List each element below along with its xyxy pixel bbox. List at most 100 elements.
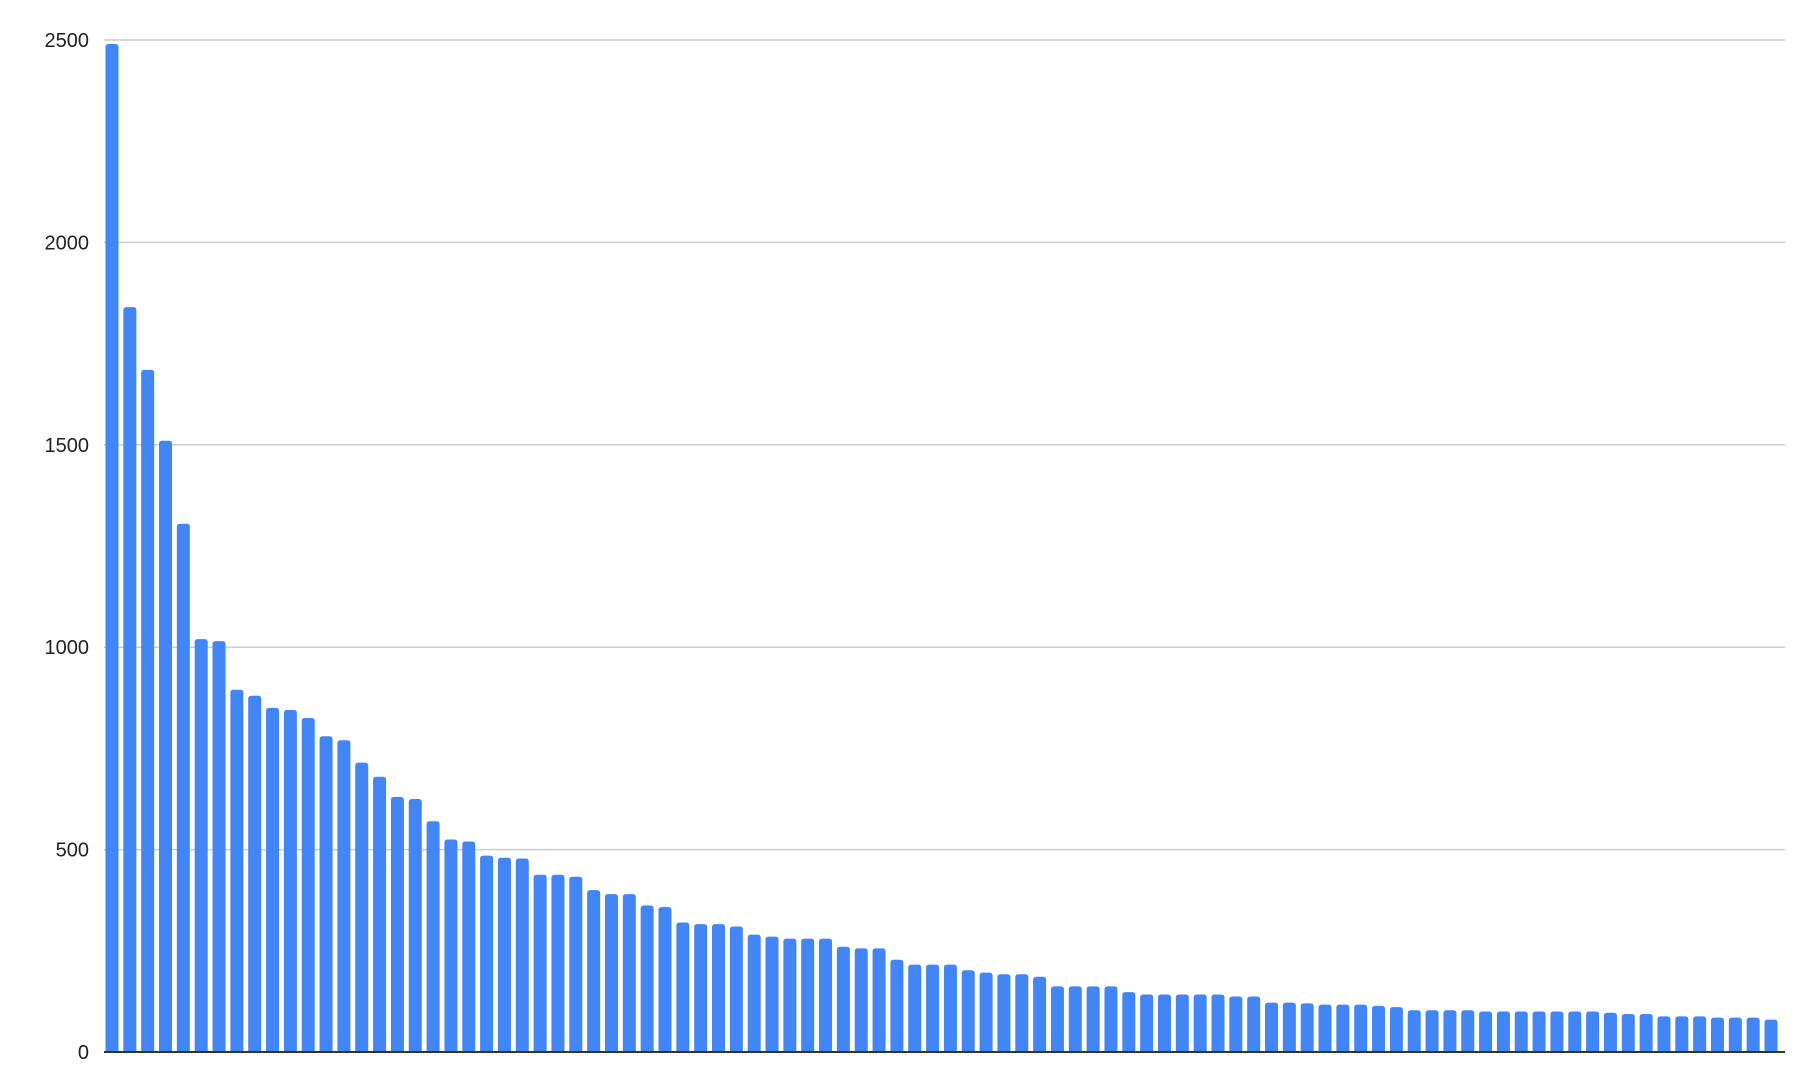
- bar: [212, 641, 226, 1052]
- bar: [1425, 1010, 1439, 1052]
- bar: [194, 639, 208, 1052]
- bar: [1104, 986, 1118, 1052]
- bar: [908, 964, 922, 1052]
- bar: [1229, 996, 1243, 1052]
- bar: [676, 922, 690, 1052]
- bar: [569, 876, 583, 1052]
- y-tick-label: 500: [56, 840, 89, 862]
- bar: [1372, 1005, 1386, 1052]
- bar: [1389, 1007, 1403, 1052]
- bar: [462, 841, 476, 1052]
- bar: [1586, 1011, 1600, 1052]
- bar: [319, 736, 333, 1052]
- bar: [1300, 1003, 1314, 1052]
- bar: [1639, 1013, 1653, 1052]
- bar: [1693, 1016, 1707, 1052]
- bar: [1068, 986, 1082, 1052]
- bar: [783, 938, 797, 1052]
- bar: [765, 936, 779, 1052]
- bar: [480, 855, 494, 1052]
- bar: [1728, 1017, 1742, 1052]
- bar: [1568, 1011, 1582, 1052]
- bar: [1157, 994, 1171, 1052]
- bar: [819, 938, 833, 1052]
- bar: [1461, 1010, 1475, 1052]
- bar: [1336, 1004, 1350, 1052]
- bar: [622, 894, 636, 1052]
- bar: [604, 894, 618, 1052]
- y-tick-label: 2000: [45, 232, 90, 254]
- bar: [712, 924, 726, 1052]
- bar: [1603, 1012, 1617, 1052]
- bar: [551, 874, 565, 1052]
- bar: [872, 948, 886, 1052]
- bar: [159, 440, 173, 1052]
- bar: [533, 874, 547, 1052]
- bar: [1265, 1002, 1279, 1052]
- bar: [1211, 994, 1225, 1052]
- bar: [747, 934, 761, 1052]
- bar: [979, 972, 993, 1052]
- y-axis-ticks: 0 500 1000 1500 2000 2500: [45, 30, 90, 1064]
- y-tick-label: 1000: [45, 637, 90, 659]
- bar: [1354, 1004, 1368, 1052]
- bar: [1550, 1011, 1564, 1052]
- bar: [926, 964, 940, 1052]
- bar: [1764, 1019, 1778, 1052]
- bars: [105, 44, 1778, 1053]
- bar: [283, 709, 297, 1052]
- bar: [444, 839, 458, 1052]
- bar: [694, 924, 708, 1052]
- bar: [266, 707, 280, 1052]
- bar: [1657, 1016, 1671, 1052]
- bar: [836, 946, 850, 1052]
- gridlines: [104, 39, 1785, 851]
- bar: [961, 970, 975, 1052]
- bar: [1514, 1011, 1528, 1052]
- bar: [1140, 994, 1154, 1052]
- bar: [230, 689, 244, 1052]
- bar: [640, 905, 654, 1052]
- bar: [1496, 1011, 1510, 1052]
- y-tick-label: 2500: [45, 30, 90, 52]
- y-tick-label: 1500: [45, 435, 90, 457]
- bar: [515, 858, 529, 1052]
- y-tick-label: 0: [78, 1042, 89, 1064]
- bar: [1193, 994, 1207, 1052]
- bar: [729, 926, 743, 1052]
- bar: [123, 307, 137, 1053]
- bar: [1122, 992, 1136, 1052]
- bar: [1710, 1017, 1724, 1052]
- bar: [1086, 986, 1100, 1052]
- bar: [426, 821, 440, 1052]
- bar: [1015, 974, 1029, 1052]
- bar: [658, 907, 672, 1052]
- bar: [1033, 976, 1047, 1052]
- bar: [355, 762, 369, 1052]
- bar: [1247, 996, 1261, 1052]
- bar: [408, 799, 422, 1052]
- bar: [373, 776, 387, 1052]
- bar: [801, 938, 815, 1052]
- bar: [943, 964, 957, 1052]
- bar: [1621, 1013, 1635, 1052]
- bar: [141, 369, 155, 1052]
- bar: [890, 959, 904, 1052]
- bar: [1675, 1016, 1689, 1052]
- bar: [854, 948, 868, 1052]
- bar: [1282, 1002, 1296, 1052]
- bar: [1443, 1010, 1457, 1052]
- bar: [248, 695, 262, 1052]
- bar: [1175, 994, 1189, 1052]
- bar: [337, 740, 351, 1052]
- bar: [1746, 1017, 1760, 1052]
- bar: [1479, 1011, 1493, 1052]
- bar: [390, 796, 404, 1052]
- bar: [105, 44, 119, 1053]
- bar: [301, 718, 315, 1052]
- bar: [497, 857, 511, 1052]
- bar: [997, 974, 1011, 1052]
- bar: [176, 523, 190, 1052]
- bar: [587, 890, 601, 1052]
